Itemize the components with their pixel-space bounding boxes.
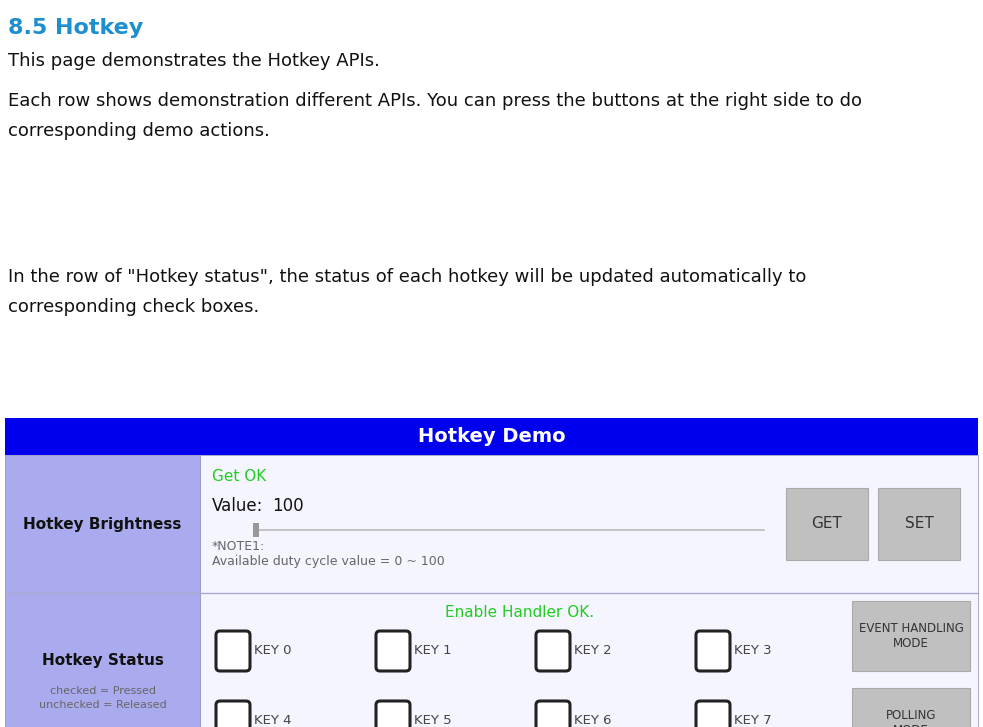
- Text: *NOTE1:: *NOTE1:: [212, 540, 265, 553]
- FancyBboxPatch shape: [536, 631, 570, 671]
- Bar: [852, 601, 970, 671]
- Text: Value:: Value:: [212, 497, 263, 515]
- Text: Get OK: Get OK: [212, 469, 266, 484]
- FancyBboxPatch shape: [216, 701, 250, 727]
- Text: corresponding demo actions.: corresponding demo actions.: [8, 122, 270, 140]
- Bar: [200, 593, 978, 727]
- Text: Hotkey Status: Hotkey Status: [41, 654, 163, 669]
- Text: KEY 6: KEY 6: [574, 715, 611, 727]
- Text: Hotkey Demo: Hotkey Demo: [418, 427, 565, 446]
- Text: checked = Pressed: checked = Pressed: [49, 686, 155, 696]
- Text: KEY 4: KEY 4: [254, 715, 292, 727]
- Text: In the row of "Hotkey status", the status of each hotkey will be updated automat: In the row of "Hotkey status", the statu…: [8, 268, 806, 286]
- Bar: [852, 688, 970, 727]
- Bar: [200, 455, 978, 593]
- Text: Each row shows demonstration different APIs. You can press the buttons at the ri: Each row shows demonstration different A…: [8, 92, 862, 110]
- Text: KEY 7: KEY 7: [734, 715, 772, 727]
- Text: 8.5 Hotkey: 8.5 Hotkey: [8, 18, 144, 38]
- FancyBboxPatch shape: [376, 631, 410, 671]
- Text: GET: GET: [812, 516, 842, 531]
- Bar: [5, 455, 200, 593]
- Text: KEY 0: KEY 0: [254, 645, 292, 657]
- Text: KEY 3: KEY 3: [734, 645, 772, 657]
- FancyBboxPatch shape: [216, 631, 250, 671]
- FancyBboxPatch shape: [536, 701, 570, 727]
- Text: unchecked = Released: unchecked = Released: [38, 700, 166, 710]
- Text: KEY 1: KEY 1: [414, 645, 451, 657]
- Text: Hotkey Brightness: Hotkey Brightness: [24, 516, 182, 531]
- Text: POLLING
MODE: POLLING MODE: [886, 709, 936, 727]
- Text: 100: 100: [272, 497, 304, 515]
- FancyBboxPatch shape: [696, 631, 730, 671]
- Text: This page demonstrates the Hotkey APIs.: This page demonstrates the Hotkey APIs.: [8, 52, 379, 70]
- Bar: [253, 523, 259, 537]
- FancyBboxPatch shape: [376, 701, 410, 727]
- Text: KEY 2: KEY 2: [574, 645, 611, 657]
- Text: EVENT HANDLING
MODE: EVENT HANDLING MODE: [858, 622, 963, 650]
- Text: Enable Handler OK.: Enable Handler OK.: [445, 605, 595, 620]
- Bar: [786, 488, 868, 560]
- Bar: [5, 418, 978, 455]
- Text: SET: SET: [904, 516, 934, 531]
- Bar: [5, 593, 200, 727]
- Text: corresponding check boxes.: corresponding check boxes.: [8, 298, 260, 316]
- Bar: [878, 488, 960, 560]
- Text: Available duty cycle value = 0 ~ 100: Available duty cycle value = 0 ~ 100: [212, 555, 444, 568]
- Text: KEY 5: KEY 5: [414, 715, 451, 727]
- FancyBboxPatch shape: [696, 701, 730, 727]
